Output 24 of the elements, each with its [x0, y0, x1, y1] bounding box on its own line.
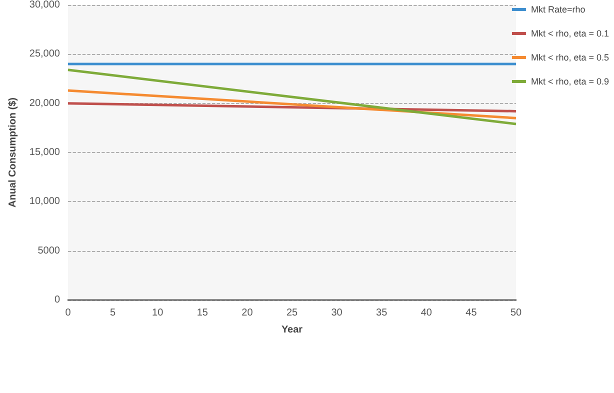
x-tick-label: 20: [242, 308, 254, 318]
y-tick-label: 25,000: [29, 48, 60, 60]
legend-label: Mkt < rho, eta = 0.1: [530, 28, 610, 38]
x-axis-title: Year: [281, 324, 303, 336]
y-tick-label: 10,000: [29, 196, 60, 208]
y-tick-label: 5000: [38, 245, 60, 256]
y-tick-label: 15,000: [29, 147, 60, 158]
x-tick-label: 30: [331, 308, 343, 318]
x-tick-label: 5: [110, 308, 116, 318]
x-tick-label: 15: [196, 308, 208, 318]
x-tick-label: 35: [376, 308, 388, 318]
y-tick-label: 30,000: [29, 0, 60, 10]
x-tick-label: 10: [152, 308, 164, 318]
x-tick-label: 45: [466, 308, 478, 318]
x-tick-label: 25: [286, 308, 298, 318]
x-tick-label: 50: [510, 308, 522, 318]
x-tick-label: 0: [65, 308, 72, 318]
y-tick-label: 0: [54, 294, 60, 306]
legend-label: Mkt Rate=rho: [530, 4, 586, 14]
legend-label: Mkt < rho, eta = 0.9: [530, 76, 610, 86]
x-tick-label: 40: [420, 308, 432, 318]
y-axis-title: Anual Consumption ($): [8, 98, 18, 208]
legend-label: Mkt < rho, eta = 0.5: [530, 52, 610, 62]
y-tick-label: 20,000: [29, 98, 60, 109]
